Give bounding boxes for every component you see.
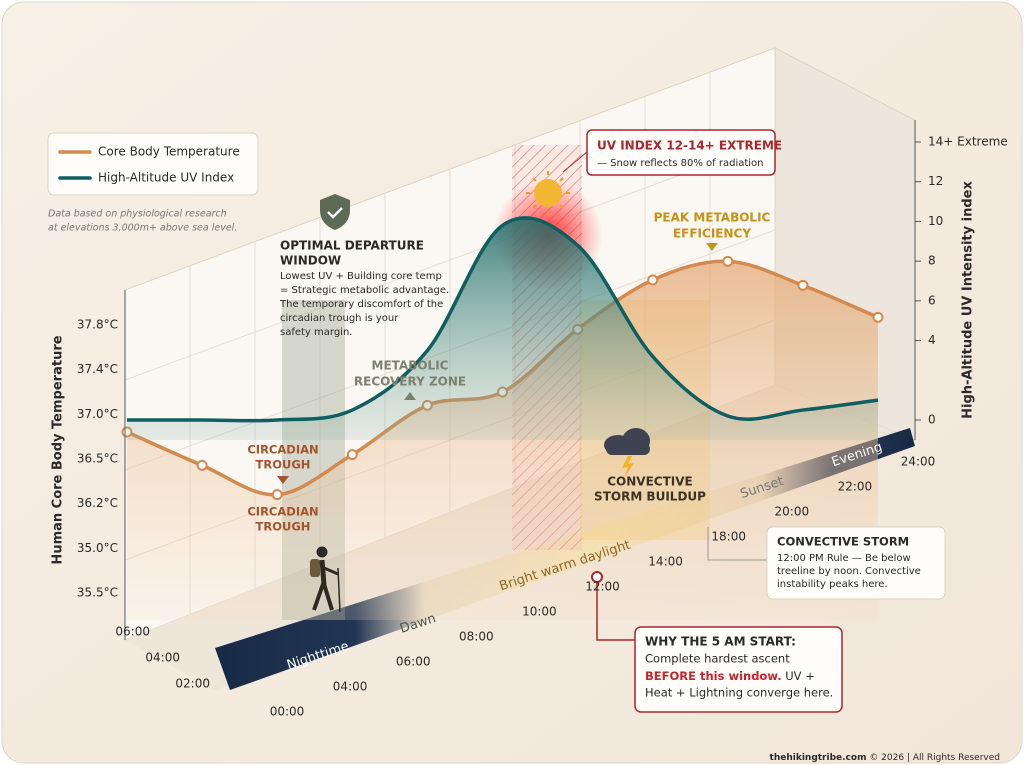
area [127, 261, 878, 620]
legend-label: Core Body Temperature [98, 145, 240, 159]
x-tick-label: 10:00 [522, 605, 557, 619]
departure-text: Lowest UV + Building core temp = Strategi… [279, 271, 449, 338]
storm-icon [604, 428, 650, 478]
y2-title: High-Altitude UV Intensity index [961, 181, 976, 419]
y-tick-label: 37.8°C [77, 318, 118, 332]
departure-line: circadian trough is your [280, 313, 399, 324]
peak-label: EFFICIENCY [673, 227, 751, 241]
footer: thehikingtribe.com © 2026 | All Rights R… [770, 753, 1000, 763]
storm-box [766, 526, 946, 600]
trough-label: CIRCADIAN [247, 505, 318, 519]
y-title: Human Core Body Temperature [51, 335, 66, 564]
y2-tick-label: 14+ Extreme [928, 135, 1008, 149]
x-tick-label: 08:00 [459, 630, 494, 644]
legend [47, 132, 259, 196]
storm-box-line: instability peaks here. [777, 579, 888, 590]
x-tick-label: 00:00 [270, 705, 305, 719]
line [126, 216, 879, 423]
x-tick-label: 12:00 [585, 580, 620, 594]
plot [121, 216, 884, 620]
why-text-rest: UV + [782, 669, 815, 683]
footer-rights: © 2026 | All Rights Reserved [866, 753, 1000, 763]
why-box [634, 626, 843, 713]
legend-items: Core Body Temperature High-Altitude UV In… [58, 145, 240, 185]
point [722, 255, 734, 267]
point [797, 279, 809, 291]
x-tick-label: 22:00 [838, 480, 873, 494]
point [647, 274, 659, 286]
why-text: Complete hardest ascent [645, 652, 790, 666]
x-tick-label: 20:00 [775, 505, 810, 519]
why-text: BEFORE this window. UV + [645, 669, 815, 683]
footer-site: thehikingtribe.com [770, 753, 867, 763]
recovery-label: METABOLIC [372, 359, 449, 373]
y2-tick-label: 6 [928, 293, 936, 307]
storm-box-title: CONVECTIVE STORM [777, 535, 909, 549]
legend-label: High-Altitude UV Index [98, 171, 234, 185]
point [271, 489, 283, 501]
point [346, 449, 358, 461]
y2-tick-label: 0 [928, 413, 936, 427]
x-tick-label: 24:00 [901, 455, 936, 469]
x-tick-label: 04:00 [333, 680, 368, 694]
uv-connector [562, 151, 588, 173]
storm-box-text: 12:00 PM Rule — Be below treeline by noon… [777, 553, 921, 590]
area [127, 217, 878, 440]
depth-label: 04:00 [145, 651, 180, 665]
why-title: WHY THE 5 AM START: [645, 635, 796, 649]
departure-line: = Strategic metabolic advantage. [280, 285, 449, 296]
depth-label: 02:00 [175, 677, 210, 691]
why-emphasis: BEFORE this window. [645, 669, 782, 683]
uv-callout-title: UV INDEX 12-14+ EXTREME [597, 139, 782, 153]
y2-tick-label: 10 [928, 214, 943, 228]
y-tick-label: 36.5°C [77, 452, 118, 466]
depth-label: 06:00 [115, 625, 150, 639]
note: at elevations 3,000m+ above sea level. [48, 223, 237, 234]
y-tick-label: 35.5°C [77, 586, 118, 600]
note: Data based on physiological research [48, 209, 227, 220]
storm-label: CONVECTIVE [607, 475, 692, 489]
x-tick-label: 14:00 [648, 555, 683, 569]
recovery-arrow [404, 392, 416, 400]
departure-title: OPTIMAL DEPARTURE [280, 239, 424, 253]
why-connector [596, 583, 635, 641]
noon-marker [591, 571, 603, 583]
recovery-label: RECOVERY ZONE [354, 375, 466, 389]
y-tick-label: 37.4°C [77, 362, 118, 376]
storm-box-line: 12:00 PM Rule — Be below [777, 553, 911, 564]
departure-line: Lowest UV + Building core temp [280, 271, 442, 282]
peak-arrow [706, 243, 718, 251]
trough-label: CIRCADIAN [247, 443, 318, 457]
y2-tick-label: 4 [928, 333, 936, 347]
y2-tick-label: 12 [928, 174, 943, 188]
departure-title: WINDOW [280, 254, 341, 268]
uv-callout-text: — Snow reflects 80% of radiation [597, 158, 764, 169]
peak-label: PEAK METABOLIC [654, 211, 771, 225]
trough-label: TROUGH [256, 520, 311, 534]
why-text: Heat + Lightning converge here. [645, 686, 833, 700]
storm-connector [707, 527, 767, 561]
check-icon [327, 207, 343, 219]
departure-line: The temporary discomfort of the [279, 299, 443, 310]
x-tick-label: 06:00 [396, 655, 431, 669]
y-tick-label: 36.2°C [77, 496, 118, 510]
storm-label: STORM BUILDUP [594, 490, 706, 504]
point [872, 311, 884, 323]
y-tick-label: 37.0°C [77, 407, 118, 421]
departure-line: safety margin. [280, 327, 352, 338]
x-tick-label: 18:00 [711, 530, 746, 544]
point [196, 459, 208, 471]
storm-box-line: treeline by noon. Convective [777, 566, 921, 577]
shield-icon [320, 194, 350, 230]
trough-label: TROUGH [256, 458, 311, 472]
hiker-icon [310, 546, 341, 613]
y2-tick-label: 8 [928, 254, 936, 268]
sun-icon [526, 171, 570, 215]
y-tick-label: 35.0°C [77, 541, 118, 555]
trough-arrow [277, 476, 289, 484]
